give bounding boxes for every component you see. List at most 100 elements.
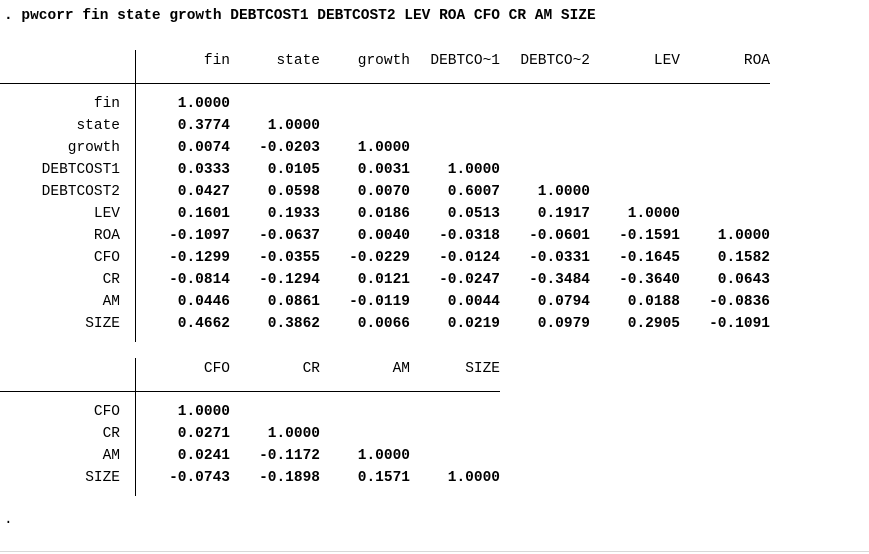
correlation-value: -0.1091 bbox=[709, 316, 770, 332]
correlation-value: 0.0271 bbox=[177, 426, 230, 442]
column-header: ROA bbox=[743, 53, 770, 69]
correlation-value: -0.0203 bbox=[259, 140, 320, 156]
row-label: DEBTCOST2 bbox=[41, 184, 120, 200]
correlation-value: -0.0601 bbox=[529, 228, 590, 244]
correlation-value: 1.0000 bbox=[177, 96, 230, 112]
correlation-value: 0.3862 bbox=[267, 316, 320, 332]
correlation-value: -0.0331 bbox=[529, 250, 590, 266]
correlation-value: 0.0861 bbox=[267, 294, 320, 310]
column-header: state bbox=[276, 53, 320, 69]
correlation-value: -0.1645 bbox=[619, 250, 680, 266]
row-label: CR bbox=[102, 426, 120, 442]
correlation-value: -0.0119 bbox=[349, 294, 410, 310]
row-label: state bbox=[76, 118, 120, 134]
row-label: SIZE bbox=[85, 470, 120, 486]
correlation-value: -0.0247 bbox=[439, 272, 500, 288]
correlation-value: 0.0188 bbox=[627, 294, 680, 310]
correlation-value: 0.6007 bbox=[447, 184, 500, 200]
row-label: growth bbox=[67, 140, 120, 156]
correlation-value: 0.1933 bbox=[267, 206, 320, 222]
correlation-value: 0.0044 bbox=[447, 294, 500, 310]
correlation-value: -0.3640 bbox=[619, 272, 680, 288]
correlation-value: 0.1571 bbox=[357, 470, 410, 486]
column-header: CFO bbox=[203, 361, 230, 377]
row-label: CFO bbox=[93, 250, 120, 266]
correlation-value: -0.3484 bbox=[529, 272, 590, 288]
row-label: CR bbox=[102, 272, 120, 288]
correlation-value: 0.0105 bbox=[267, 162, 320, 178]
row-label: LEV bbox=[93, 206, 120, 222]
correlation-value: -0.1299 bbox=[169, 250, 230, 266]
header-rule bbox=[0, 83, 770, 84]
correlation-value: 0.0427 bbox=[177, 184, 230, 200]
correlation-value: -0.1591 bbox=[619, 228, 680, 244]
row-label: DEBTCOST1 bbox=[41, 162, 120, 178]
correlation-value: 1.0000 bbox=[627, 206, 680, 222]
column-header: LEV bbox=[653, 53, 680, 69]
command-line: . pwcorr fin state growth DEBTCOST1 DEBT… bbox=[4, 8, 596, 24]
correlation-value: 0.0031 bbox=[357, 162, 410, 178]
correlation-value: 0.0219 bbox=[447, 316, 500, 332]
row-label: SIZE bbox=[85, 316, 120, 332]
correlation-value: 0.1601 bbox=[177, 206, 230, 222]
column-separator bbox=[135, 50, 136, 342]
correlation-value: 0.1917 bbox=[537, 206, 590, 222]
correlation-value: 0.0074 bbox=[177, 140, 230, 156]
correlation-value: 0.3774 bbox=[177, 118, 230, 134]
column-header: CR bbox=[302, 361, 320, 377]
correlation-value: 0.0446 bbox=[177, 294, 230, 310]
window-divider bbox=[0, 551, 869, 552]
correlation-value: -0.0124 bbox=[439, 250, 500, 266]
correlation-value: -0.0836 bbox=[709, 294, 770, 310]
correlation-value: -0.0229 bbox=[349, 250, 410, 266]
correlation-value: 0.0979 bbox=[537, 316, 590, 332]
correlation-value: 0.0643 bbox=[717, 272, 770, 288]
correlation-value: -0.1097 bbox=[169, 228, 230, 244]
column-header: DEBTCO~1 bbox=[430, 53, 500, 69]
correlation-value: -0.1294 bbox=[259, 272, 320, 288]
row-label: ROA bbox=[93, 228, 120, 244]
row-label: AM bbox=[102, 448, 120, 464]
correlation-value: 0.0333 bbox=[177, 162, 230, 178]
correlation-value: 0.2905 bbox=[627, 316, 680, 332]
correlation-value: 1.0000 bbox=[267, 426, 320, 442]
column-header: fin bbox=[203, 53, 230, 69]
correlation-value: -0.0743 bbox=[169, 470, 230, 486]
correlation-value: 1.0000 bbox=[717, 228, 770, 244]
correlation-value: 0.0794 bbox=[537, 294, 590, 310]
row-label: fin bbox=[93, 96, 120, 112]
column-header: DEBTCO~2 bbox=[520, 53, 590, 69]
column-header: SIZE bbox=[465, 361, 500, 377]
correlation-value: 0.1582 bbox=[717, 250, 770, 266]
correlation-value: 0.4662 bbox=[177, 316, 230, 332]
correlation-value: 0.0186 bbox=[357, 206, 410, 222]
correlation-value: 1.0000 bbox=[177, 404, 230, 420]
correlation-value: -0.0637 bbox=[259, 228, 320, 244]
correlation-value: 0.0070 bbox=[357, 184, 410, 200]
correlation-value: -0.1172 bbox=[259, 448, 320, 464]
correlation-value: 0.0513 bbox=[447, 206, 500, 222]
correlation-value: 0.0066 bbox=[357, 316, 410, 332]
correlation-value: 1.0000 bbox=[357, 448, 410, 464]
correlation-value: 0.0040 bbox=[357, 228, 410, 244]
column-header: growth bbox=[357, 53, 410, 69]
correlation-value: 1.0000 bbox=[447, 470, 500, 486]
correlation-value: -0.0814 bbox=[169, 272, 230, 288]
column-header: AM bbox=[392, 361, 410, 377]
correlation-value: -0.1898 bbox=[259, 470, 320, 486]
correlation-value: -0.0318 bbox=[439, 228, 500, 244]
correlation-value: 1.0000 bbox=[267, 118, 320, 134]
correlation-value: 1.0000 bbox=[537, 184, 590, 200]
column-separator bbox=[135, 358, 136, 496]
correlation-value: -0.0355 bbox=[259, 250, 320, 266]
header-rule bbox=[0, 391, 500, 392]
row-label: CFO bbox=[93, 404, 120, 420]
correlation-value: 0.0598 bbox=[267, 184, 320, 200]
correlation-value: 1.0000 bbox=[357, 140, 410, 156]
correlation-value: 1.0000 bbox=[447, 162, 500, 178]
correlation-value: 0.0241 bbox=[177, 448, 230, 464]
correlation-value: 0.0121 bbox=[357, 272, 410, 288]
command-prompt: . bbox=[4, 512, 13, 528]
row-label: AM bbox=[102, 294, 120, 310]
